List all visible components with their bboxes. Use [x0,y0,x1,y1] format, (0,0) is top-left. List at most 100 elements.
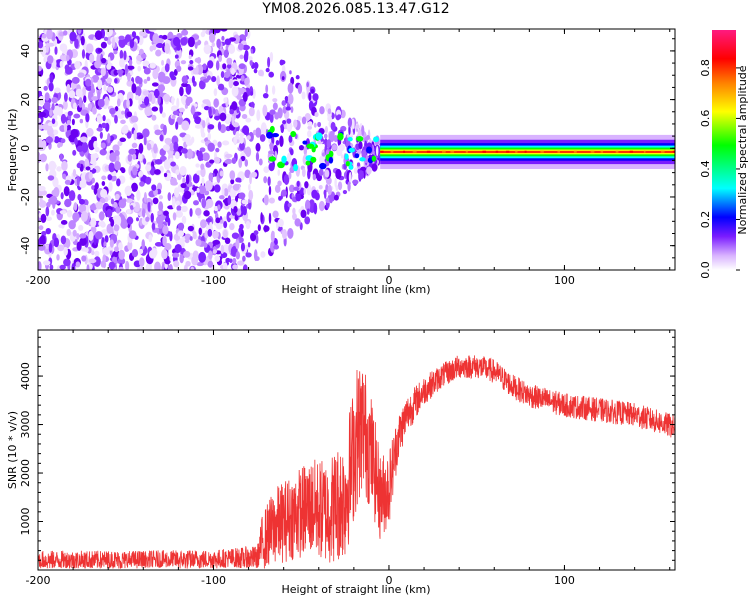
spectrogram-signal-blob [269,125,275,133]
spectrogram-tone-peak [600,150,604,153]
spectrogram-noise-blob [154,261,161,270]
snr-y-tick-label: 3000 [19,411,32,439]
spectrogram-noise-blob [213,88,218,97]
spectrogram-noise-blob [58,223,65,229]
spectrogram-transition-blob [324,169,330,178]
spectrogram-noise-blob [180,37,188,46]
spectrogram-noise-blob [224,237,231,245]
spectrogram-noise-blob [173,68,178,76]
spectrogram-noise-blob [180,182,187,189]
spectrogram-noise-blob [236,95,243,100]
spectrogram-noise-blob [140,53,147,59]
spectrogram-noise-blob [97,48,103,53]
spectrogram-noise-blob [62,30,68,36]
spectrogram-x-axis: -200 -100 0 100 [26,29,671,287]
spectrogram-y-tick-label: -40 [19,237,32,255]
spectrogram-noise-blob [152,68,159,80]
spectrogram-noise-blob [66,119,71,125]
spectrogram-noise-blob [60,235,67,245]
spectrogram-noise-blob [131,31,137,38]
spectrogram-signal-blob [328,150,334,158]
spectrogram-noise-blob [220,29,228,32]
spectrogram-noise-blob [61,160,68,171]
spectrogram-noise-blob [85,85,93,91]
spectrogram-noise-blob [194,124,202,129]
spectrogram-noise-blob [63,123,68,133]
spectrogram-noise-blob [245,220,251,230]
spectrogram-noise-blob [118,266,124,270]
spectrogram-noise-blob [181,75,188,84]
spectrogram-noise-blob [181,29,189,36]
spectrogram-noise-blob [223,204,230,210]
spectrogram-noise-blob [114,193,120,200]
spectrogram-transition-blob [326,139,332,148]
spectrogram-noise-blob [74,60,81,70]
spectrogram-noise-blob [57,142,61,148]
spectrogram-signal-blob [319,162,327,170]
spectrogram-noise-blob [217,121,222,131]
spectrogram-noise-blob [49,109,53,117]
spectrogram-transition-blob [314,111,319,118]
spectrogram-noise-blob [108,162,115,173]
spectrogram-noise-blob [89,53,95,63]
spectrogram-noise-blob [148,190,155,198]
spectrogram-transition-blob [263,225,270,232]
spectrogram-transition-blob [265,67,270,73]
spectrogram-transition-blob [375,145,379,157]
spectrogram-noise-blob [77,29,82,35]
spectrogram-noise-blob [182,177,186,185]
spectrogram-noise-blob [100,229,109,236]
spectrogram-noise-blob [125,198,133,203]
spectrogram-noise-blob [127,240,133,251]
spectrogram-noise-blob [119,49,124,60]
spectrogram-noise-blob [145,164,152,172]
spectrogram-transition-blob [270,241,276,253]
spectrogram-signal-blob [293,163,299,172]
spectrogram-noise-blob [116,98,121,107]
spectrogram-transition-blob [299,187,305,197]
spectrogram-noise-blob [202,29,206,36]
spectrogram-noise-blob [64,179,71,185]
spectrogram-noise-blob [45,206,50,217]
spectrogram-transition-blob [286,152,292,164]
spectrogram-tone-peak [495,150,499,153]
spectrogram-noise-blob [198,227,202,236]
spectrogram-noise-blob [185,138,193,146]
spectrogram-noise-blob [242,91,248,103]
spectrogram-transition-blob [295,193,302,202]
spectrogram-noise-blob [163,124,167,136]
spectrogram-noise-blob [196,56,202,64]
spectrogram-transition-blob [293,186,300,191]
spectrogram-noise-blob [60,138,66,144]
spectrogram-noise-blob [175,169,180,176]
spectrogram-noise-blob [190,190,195,196]
spectrogram-noise-blob [63,258,71,267]
spectrogram-noise-blob [127,72,131,82]
spectrogram-noise-blob [185,97,191,107]
spectrogram-noise-blob [135,86,142,97]
spectrogram-noise-blob [240,155,246,162]
spectrogram-transition-blob [272,210,279,219]
spectrogram-noise-blob [68,90,76,99]
spectrogram-noise-blob [235,130,240,140]
spectrogram-noise-blob [131,182,138,193]
spectrogram-transition-blob [277,225,283,232]
spectrogram-noise-blob [48,242,53,253]
spectrogram-tone-peak [573,150,577,153]
spectrogram-noise-blob [68,219,76,230]
spectrogram-noise-blob [47,55,54,64]
spectrogram-noise-blob [147,201,151,212]
spectrogram-noise-blob [107,132,111,144]
spectrogram-transition-blob [331,144,338,151]
spectrogram-noise-blob [202,120,206,129]
spectrogram-noise-blob [73,202,78,211]
spectrogram-noise-blob [243,52,249,63]
spectrogram-noise-blob [128,230,137,240]
spectrogram-noise-blob [134,95,140,101]
spectrogram-transition-blob [300,209,307,219]
spectrogram-noise-blob [51,118,56,125]
spectrogram-transition-blob [267,176,271,187]
spectrogram-noise-blob [239,54,244,60]
spectrogram-noise-blob [190,105,196,115]
